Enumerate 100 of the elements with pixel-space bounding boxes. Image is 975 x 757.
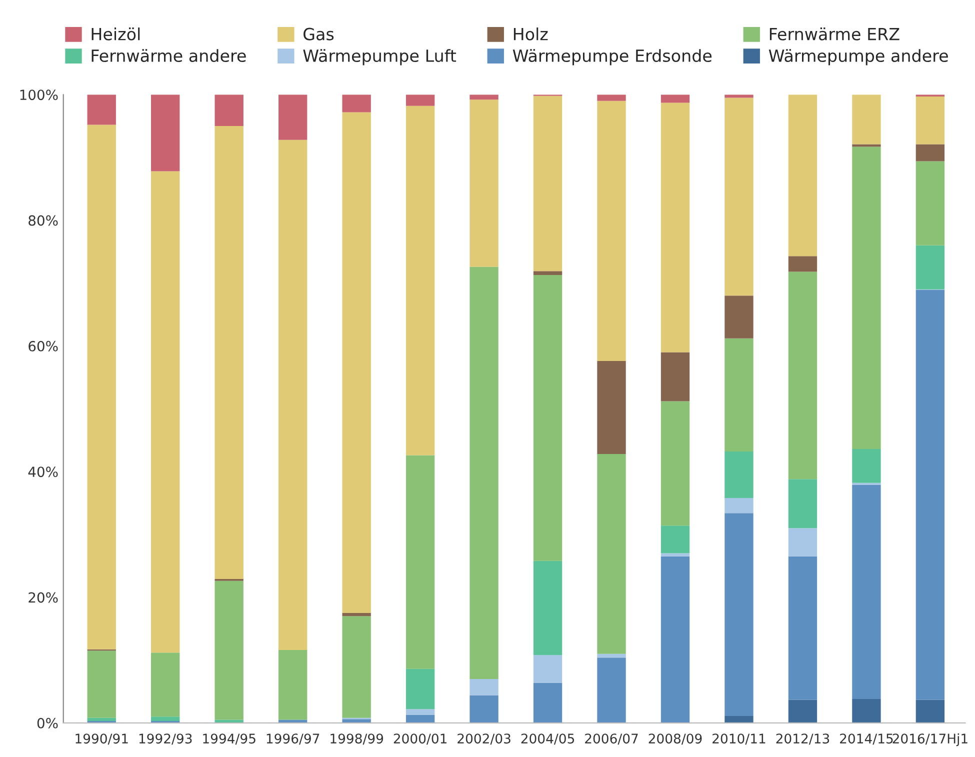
bar [660,94,690,103]
x-tick-label: 2000/01 [394,734,446,745]
bar [87,94,116,125]
bar [406,94,435,106]
bar [852,448,881,483]
bar [470,678,498,696]
bar [724,513,754,716]
bar [916,245,945,290]
y-tick-label: 100% [20,90,58,100]
x-tick-label: 2006/07 [585,734,638,745]
bar [151,171,180,653]
bar [916,290,945,700]
bar [660,553,690,556]
legend-label: Wärmepumpe andere [768,49,948,66]
bar [852,484,881,700]
bar [597,361,626,454]
bar [214,126,244,580]
bar [724,498,754,514]
bar [533,271,562,275]
legend-label: Holz [514,27,548,40]
bar [660,352,690,402]
x-tick-label: 1990/91 [76,734,128,745]
bar [406,709,435,715]
legend-label: Wärmepumpe Luft [303,49,456,66]
bar [342,94,371,112]
x-tick-label: 1992/93 [139,734,192,745]
bar [470,100,498,267]
bar [660,102,690,352]
bar [533,655,562,683]
bar [151,716,180,722]
bar [597,654,626,658]
bar [278,140,308,650]
bar [278,94,308,140]
y-tick-label: 40% [28,466,58,478]
bar [788,256,818,272]
bar [788,700,818,723]
bar [470,695,498,723]
bar [660,556,690,723]
bar [788,479,818,528]
bar [660,401,690,526]
y-tick-label: 60% [28,340,58,352]
bar [151,94,180,172]
bar [852,146,881,449]
bar [916,144,945,162]
x-tick-label: 1998/99 [330,734,384,745]
x-tick-label: 1996/97 [266,734,320,745]
bar [724,338,754,452]
x-tick-label: 2008/09 [648,734,702,745]
bar [406,668,435,710]
bar [87,718,116,722]
bar [788,272,818,480]
bar [788,556,818,700]
legend-label: Wärmepumpe Erdsonde [512,49,712,66]
bar [597,94,626,101]
bar [342,612,371,616]
x-tick-label: 2010/11 [712,734,766,745]
bar [278,650,308,720]
bar [724,98,754,296]
y-tick-label: 80% [28,215,58,226]
bar [87,650,116,718]
x-tick-label: 2002/03 [458,734,510,745]
bar [724,94,754,98]
bar [916,700,945,723]
bar [852,94,881,144]
legend-label: Fernwärme andere [92,49,246,62]
x-tick-label: 2016/17Hj1 [892,733,968,746]
bar [342,112,371,613]
x-tick-label: 1994/95 [203,734,256,745]
bar [214,580,244,720]
bar [916,96,945,144]
bar [533,682,562,723]
x-tick-label: 2014/15 [840,734,893,745]
bar [724,716,754,723]
x-tick-label: 2004/05 [521,734,574,745]
bar [151,652,180,717]
bar [406,714,435,723]
legend-label: Gas [304,28,334,40]
bar [916,161,945,246]
bar [597,658,626,723]
bar [788,94,818,256]
bar [788,528,818,556]
bar [660,526,690,554]
bar [852,699,881,723]
bar [406,455,435,669]
bar [724,452,754,498]
bar [87,124,116,650]
bar [533,96,562,272]
bar [533,274,562,561]
bar [724,296,754,338]
bar [597,100,626,362]
bar [342,719,371,723]
legend-label: Fernwärme ERZ [770,28,900,40]
bar [406,106,435,456]
bar [470,266,498,679]
x-tick-label: 2012/13 [776,734,830,745]
bar [597,454,626,654]
y-tick-label: 20% [28,592,58,603]
legend-label: Heizöl [92,27,140,40]
bar [533,560,562,656]
bar [214,94,244,126]
